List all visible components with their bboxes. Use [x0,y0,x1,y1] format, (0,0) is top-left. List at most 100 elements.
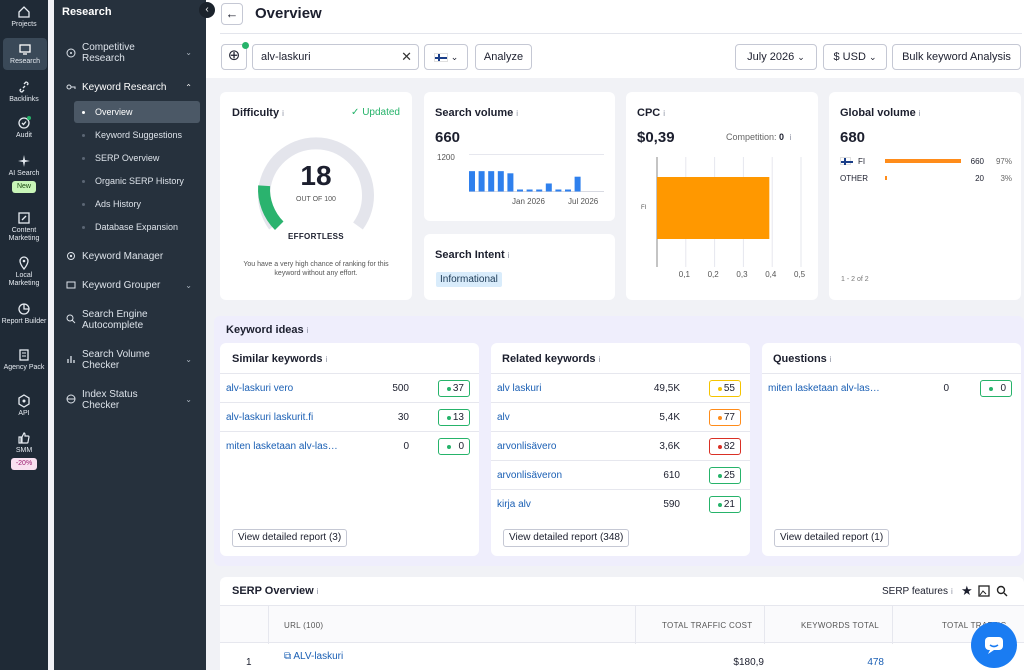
column-header[interactable]: KEYWORDS TOTAL [801,621,879,630]
info-icon[interactable]: i [507,251,510,260]
rail-agency-pack[interactable]: Agency Pack [0,348,48,372]
cpc-chart [656,157,802,267]
keyword-link[interactable]: kirja alv [497,499,531,510]
rail-report-builder[interactable]: Report Builder [0,302,48,326]
top-bar: ← Overview ⊕ alv-laskuri ✕ ⌄ Analyze Jul… [206,0,1024,78]
rail-backlinks[interactable]: Backlinks [0,80,48,104]
cpc-xtick: 0,1 [678,270,690,279]
info-icon[interactable]: i [316,587,319,596]
info-icon[interactable]: i [663,109,666,118]
back-button[interactable]: ← [221,3,243,25]
rail-research[interactable]: Research [3,38,47,70]
keywords-total-link[interactable]: 478 [867,657,884,668]
rail-projects[interactable]: Projects [0,5,48,29]
chat-button[interactable] [971,622,1017,668]
nav-search-engine-autocomplete[interactable]: Search Engine Autocomplete [54,309,206,333]
volume-value: 49,5K [653,383,680,394]
info-icon[interactable]: i [829,355,832,364]
keyword-link[interactable]: alv [497,412,510,423]
chevron-down-icon: ⌄ [450,52,459,62]
bullet-icon [82,111,85,114]
bullet-icon [82,157,85,160]
list-item: alv 5,4K 77 [491,402,750,431]
nav-label: Index Status Checker [82,389,138,411]
intent-tag: Informational [436,272,502,287]
result-url-link[interactable]: ⧉ ALV-laskuri [284,651,344,662]
image-icon[interactable] [978,585,990,597]
subnav-organic-serp-history[interactable]: Organic SERP History [74,170,200,192]
subnav-overview[interactable]: Overview [74,101,200,123]
info-icon[interactable]: i [789,133,792,142]
nav-search-volume-checker[interactable]: Search Volume Checker ⌄ [54,349,206,373]
nav-keyword-research[interactable]: Keyword Research ⌃ [54,82,206,96]
column-header[interactable]: URL (100) [284,621,324,630]
main-content: ← Overview ⊕ alv-laskuri ✕ ⌄ Analyze Jul… [206,0,1024,670]
nav-index-status-checker[interactable]: Index Status Checker ⌄ [54,389,206,413]
rail-audit[interactable]: Audit [0,116,48,140]
subnav-keyword-suggestions[interactable]: Keyword Suggestions [74,124,200,146]
keyword-link[interactable]: arvonlisävero [497,441,557,452]
nav-keyword-grouper[interactable]: Keyword Grouper ⌄ [54,280,206,294]
serp-overview-card: SERP Overview i SERP features i ★ URL (100… [220,577,1024,670]
nav-keyword-manager[interactable]: Keyword Manager [54,251,206,265]
kd-dot [447,387,451,391]
info-icon[interactable]: i [516,109,519,118]
keyword-link[interactable]: miten lasketaan alv-las… [768,383,880,394]
difficulty-description: You have a very high chance of ranking f… [243,261,389,277]
keyword-link[interactable]: alv-laskuri laskurit.fi [226,412,314,423]
info-icon[interactable]: i [306,326,309,335]
sparkle-icon [18,155,30,167]
column-header[interactable]: TOTAL TRAFFIC [942,621,1007,630]
info-icon[interactable]: i [950,587,953,596]
date-select[interactable]: July 2026 ⌄ [735,44,817,70]
view-report-button[interactable]: View detailed report (1) [774,529,890,547]
search-icon[interactable] [996,585,1008,597]
database-select[interactable]: ⌄ [424,44,468,70]
kd-dot [718,416,722,420]
nav-competitive-research[interactable]: Competitive Research ⌄ [54,42,206,66]
rail-smm[interactable]: SMM -20% [0,431,48,470]
volume-value: 0 [943,383,949,394]
divider [220,33,1022,34]
info-icon[interactable]: i [325,355,328,364]
cpc-bar [657,177,770,239]
volume-value: 500 [392,383,409,394]
currency-select[interactable]: $ USD ⌄ [823,44,887,70]
view-report-button[interactable]: View detailed report (3) [232,529,348,547]
kd-badge: 37 [438,380,470,397]
subnav-serp-overview[interactable]: SERP Overview [74,147,200,169]
add-project-button[interactable]: ⊕ [221,42,249,70]
rail-api[interactable]: API [0,394,48,418]
info-icon[interactable]: i [598,355,601,364]
serp-overview-title: SERP Overview i [232,585,319,597]
subnav-database-expansion[interactable]: Database Expansion [74,216,200,238]
analyze-button[interactable]: Analyze [475,44,532,70]
kd-dot [447,445,451,449]
bulk-analysis-button[interactable]: Bulk keyword Analysis [892,44,1021,70]
view-report-button[interactable]: View detailed report (348) [503,529,630,547]
share-bar [885,159,961,163]
info-icon[interactable]: i [918,109,921,118]
clear-icon[interactable]: ✕ [401,49,412,64]
star-icon[interactable]: ★ [961,583,973,598]
rail-local-marketing[interactable]: Local Marketing [0,256,48,288]
nav-label: Keyword Research [82,82,167,93]
keyword-link[interactable]: alv laskuri [497,383,542,394]
bar-chart-icon [67,356,75,363]
rail-label: AI Search [8,170,40,177]
keyword-link[interactable]: alv-laskuri vero [226,383,294,394]
collapse-panel-button[interactable]: ‹ [199,2,215,18]
rail-ai-search[interactable]: AI Search New [0,154,48,193]
rail-label: Local Marketing [8,272,40,287]
info-icon[interactable]: i [282,109,284,118]
volume-value: 30 [397,412,409,423]
rail-content-marketing[interactable]: Content Marketing [0,211,48,243]
cpc-category: FI [641,205,647,211]
keyword-link[interactable]: arvonlisäveron [497,470,563,481]
volume-bar [497,171,504,192]
subnav-ads-history[interactable]: Ads History [74,193,200,215]
keyword-search-input[interactable]: alv-laskuri ✕ [252,44,419,70]
rail-label: Research [10,58,40,65]
keyword-link[interactable]: miten lasketaan alv-las… [226,441,338,452]
column-header[interactable]: TOTAL TRAFFIC COST [662,621,753,630]
